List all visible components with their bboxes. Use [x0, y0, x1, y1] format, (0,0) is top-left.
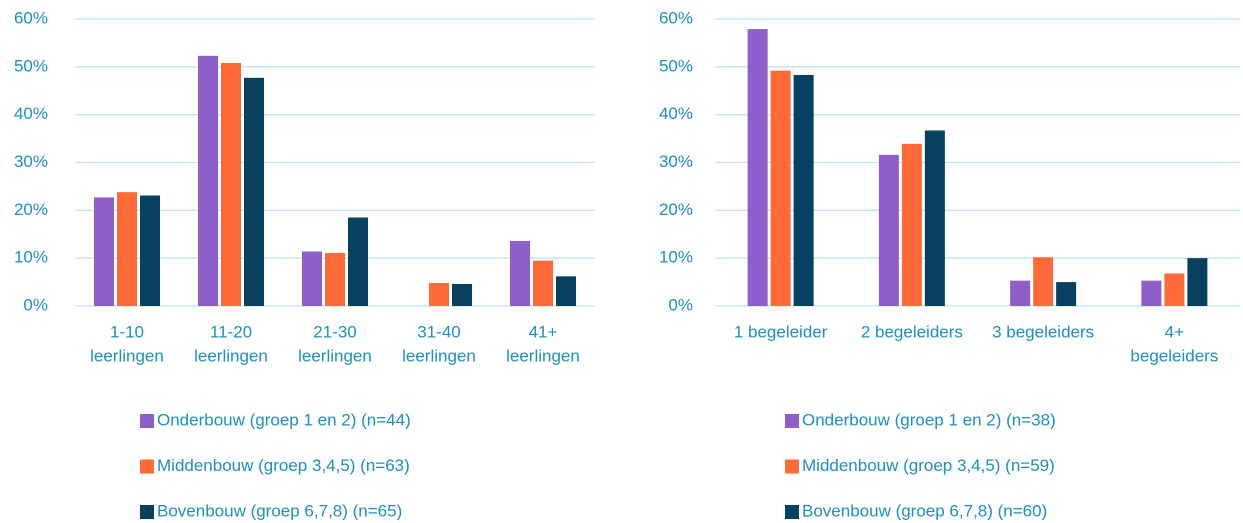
y-tick-label: 0%: [23, 295, 48, 314]
x-tick-label: 11-20: [210, 322, 252, 341]
y-tick-label: 30%: [659, 152, 693, 171]
x-tick-label: leerlingen: [194, 346, 268, 365]
legend-label: Middenbouw (groep 3,4,5) (n=63): [157, 456, 410, 475]
bar: [1141, 280, 1162, 306]
bar: [117, 192, 137, 306]
bar: [793, 74, 814, 306]
legend-swatch: [140, 505, 154, 519]
bar: [1033, 257, 1054, 306]
bar: [770, 70, 791, 306]
bar: [348, 217, 368, 306]
legend-label: Onderbouw (groep 1 en 2) (n=38): [802, 410, 1056, 429]
bar: [1056, 282, 1077, 306]
legend-swatch: [785, 414, 799, 428]
y-tick-label: 60%: [14, 8, 48, 27]
bar: [1187, 258, 1208, 306]
bar: [429, 283, 449, 306]
y-tick-label: 0%: [668, 295, 693, 314]
x-tick-label: begeleiders: [1130, 346, 1218, 365]
y-tick-label: 60%: [659, 8, 693, 27]
y-tick-label: 40%: [14, 104, 48, 123]
bar: [198, 55, 218, 306]
legend-label: Bovenbouw (groep 6,7,8) (n=65): [157, 501, 402, 520]
y-tick-label: 30%: [14, 152, 48, 171]
x-tick-label: 1-10: [110, 322, 144, 341]
bar: [94, 197, 114, 306]
x-tick-label: 4+: [1165, 322, 1184, 341]
x-tick-label: 1 begeleider: [734, 322, 828, 341]
bar: [510, 240, 530, 306]
x-tick-label: 31-40: [417, 322, 460, 341]
bar: [1010, 280, 1031, 306]
x-tick-label: leerlingen: [298, 346, 372, 365]
bar: [452, 283, 472, 306]
x-tick-label: 41+: [529, 322, 558, 341]
bar: [244, 77, 264, 307]
legend-label: Onderbouw (groep 1 en 2) (n=44): [157, 410, 411, 429]
y-tick-label: 40%: [659, 104, 693, 123]
x-tick-label: leerlingen: [506, 346, 580, 365]
bar: [533, 260, 553, 306]
bar: [325, 252, 345, 306]
legend-swatch: [140, 459, 154, 474]
y-tick-label: 20%: [659, 200, 693, 219]
y-tick-label: 10%: [14, 248, 48, 267]
y-tick-label: 50%: [659, 56, 693, 75]
legend-label: Bovenbouw (groep 6,7,8) (n=60): [802, 501, 1047, 520]
bar: [1164, 273, 1185, 306]
x-tick-label: leerlingen: [402, 346, 476, 365]
bar: [221, 63, 241, 306]
legend-swatch: [140, 414, 154, 428]
legend-swatch: [785, 459, 799, 474]
y-tick-label: 50%: [14, 56, 48, 75]
bar: [140, 195, 160, 306]
x-tick-label: 21-30: [313, 322, 356, 341]
x-tick-label: leerlingen: [90, 346, 164, 365]
bar: [556, 276, 576, 306]
legend-label: Middenbouw (groep 3,4,5) (n=59): [802, 456, 1055, 475]
bar: [302, 251, 322, 306]
x-tick-label: 3 begeleiders: [992, 322, 1094, 341]
y-tick-label: 10%: [659, 248, 693, 267]
bar: [747, 29, 768, 306]
bar: [878, 154, 899, 306]
x-tick-label: 2 begeleiders: [861, 322, 963, 341]
y-tick-label: 20%: [14, 200, 48, 219]
bar: [924, 130, 945, 306]
legend-swatch: [785, 505, 799, 519]
bar: [901, 143, 922, 306]
